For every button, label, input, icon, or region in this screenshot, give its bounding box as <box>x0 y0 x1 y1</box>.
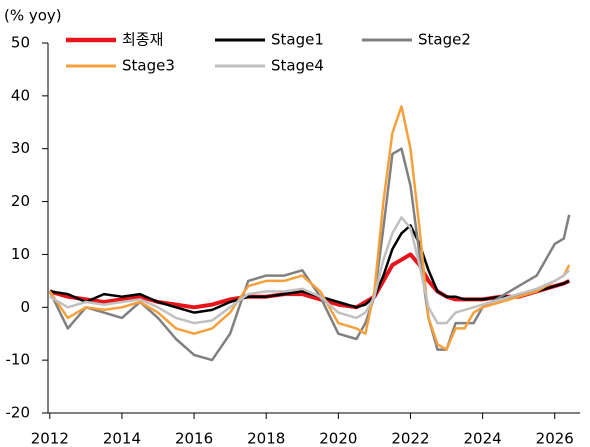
y-tick-label: 0 <box>20 298 30 316</box>
legend-label: Stage2 <box>418 31 471 49</box>
y-tick-label: 40 <box>11 86 30 104</box>
series-line <box>48 147 571 362</box>
legend-label: Stage3 <box>122 57 175 75</box>
x-tick-label: 2024 <box>464 430 502 447</box>
y-tick-label: 20 <box>11 192 30 210</box>
x-tick-label: 2012 <box>31 430 69 447</box>
y-tick-label: -10 <box>6 351 31 369</box>
y-axis-label: (% yoy) <box>4 7 62 25</box>
x-tick-label: 2020 <box>319 430 357 447</box>
y-tick-label: 10 <box>11 245 30 263</box>
series-line <box>49 216 571 325</box>
series-line <box>49 224 570 314</box>
x-tick-label: 2018 <box>247 430 285 447</box>
x-tick-label: 2016 <box>175 430 213 447</box>
legend-label: 최종재 <box>122 31 163 49</box>
y-tick-label: 30 <box>11 139 30 157</box>
legend-label: Stage4 <box>271 57 324 75</box>
x-tick-label: 2026 <box>536 430 574 447</box>
y-tick-label: 50 <box>11 34 30 52</box>
series-line <box>48 105 571 351</box>
legend-label: Stage1 <box>271 31 324 49</box>
y-tick-label: -20 <box>6 404 31 422</box>
x-tick-label: 2014 <box>103 430 141 447</box>
x-tick-label: 2022 <box>391 430 429 447</box>
